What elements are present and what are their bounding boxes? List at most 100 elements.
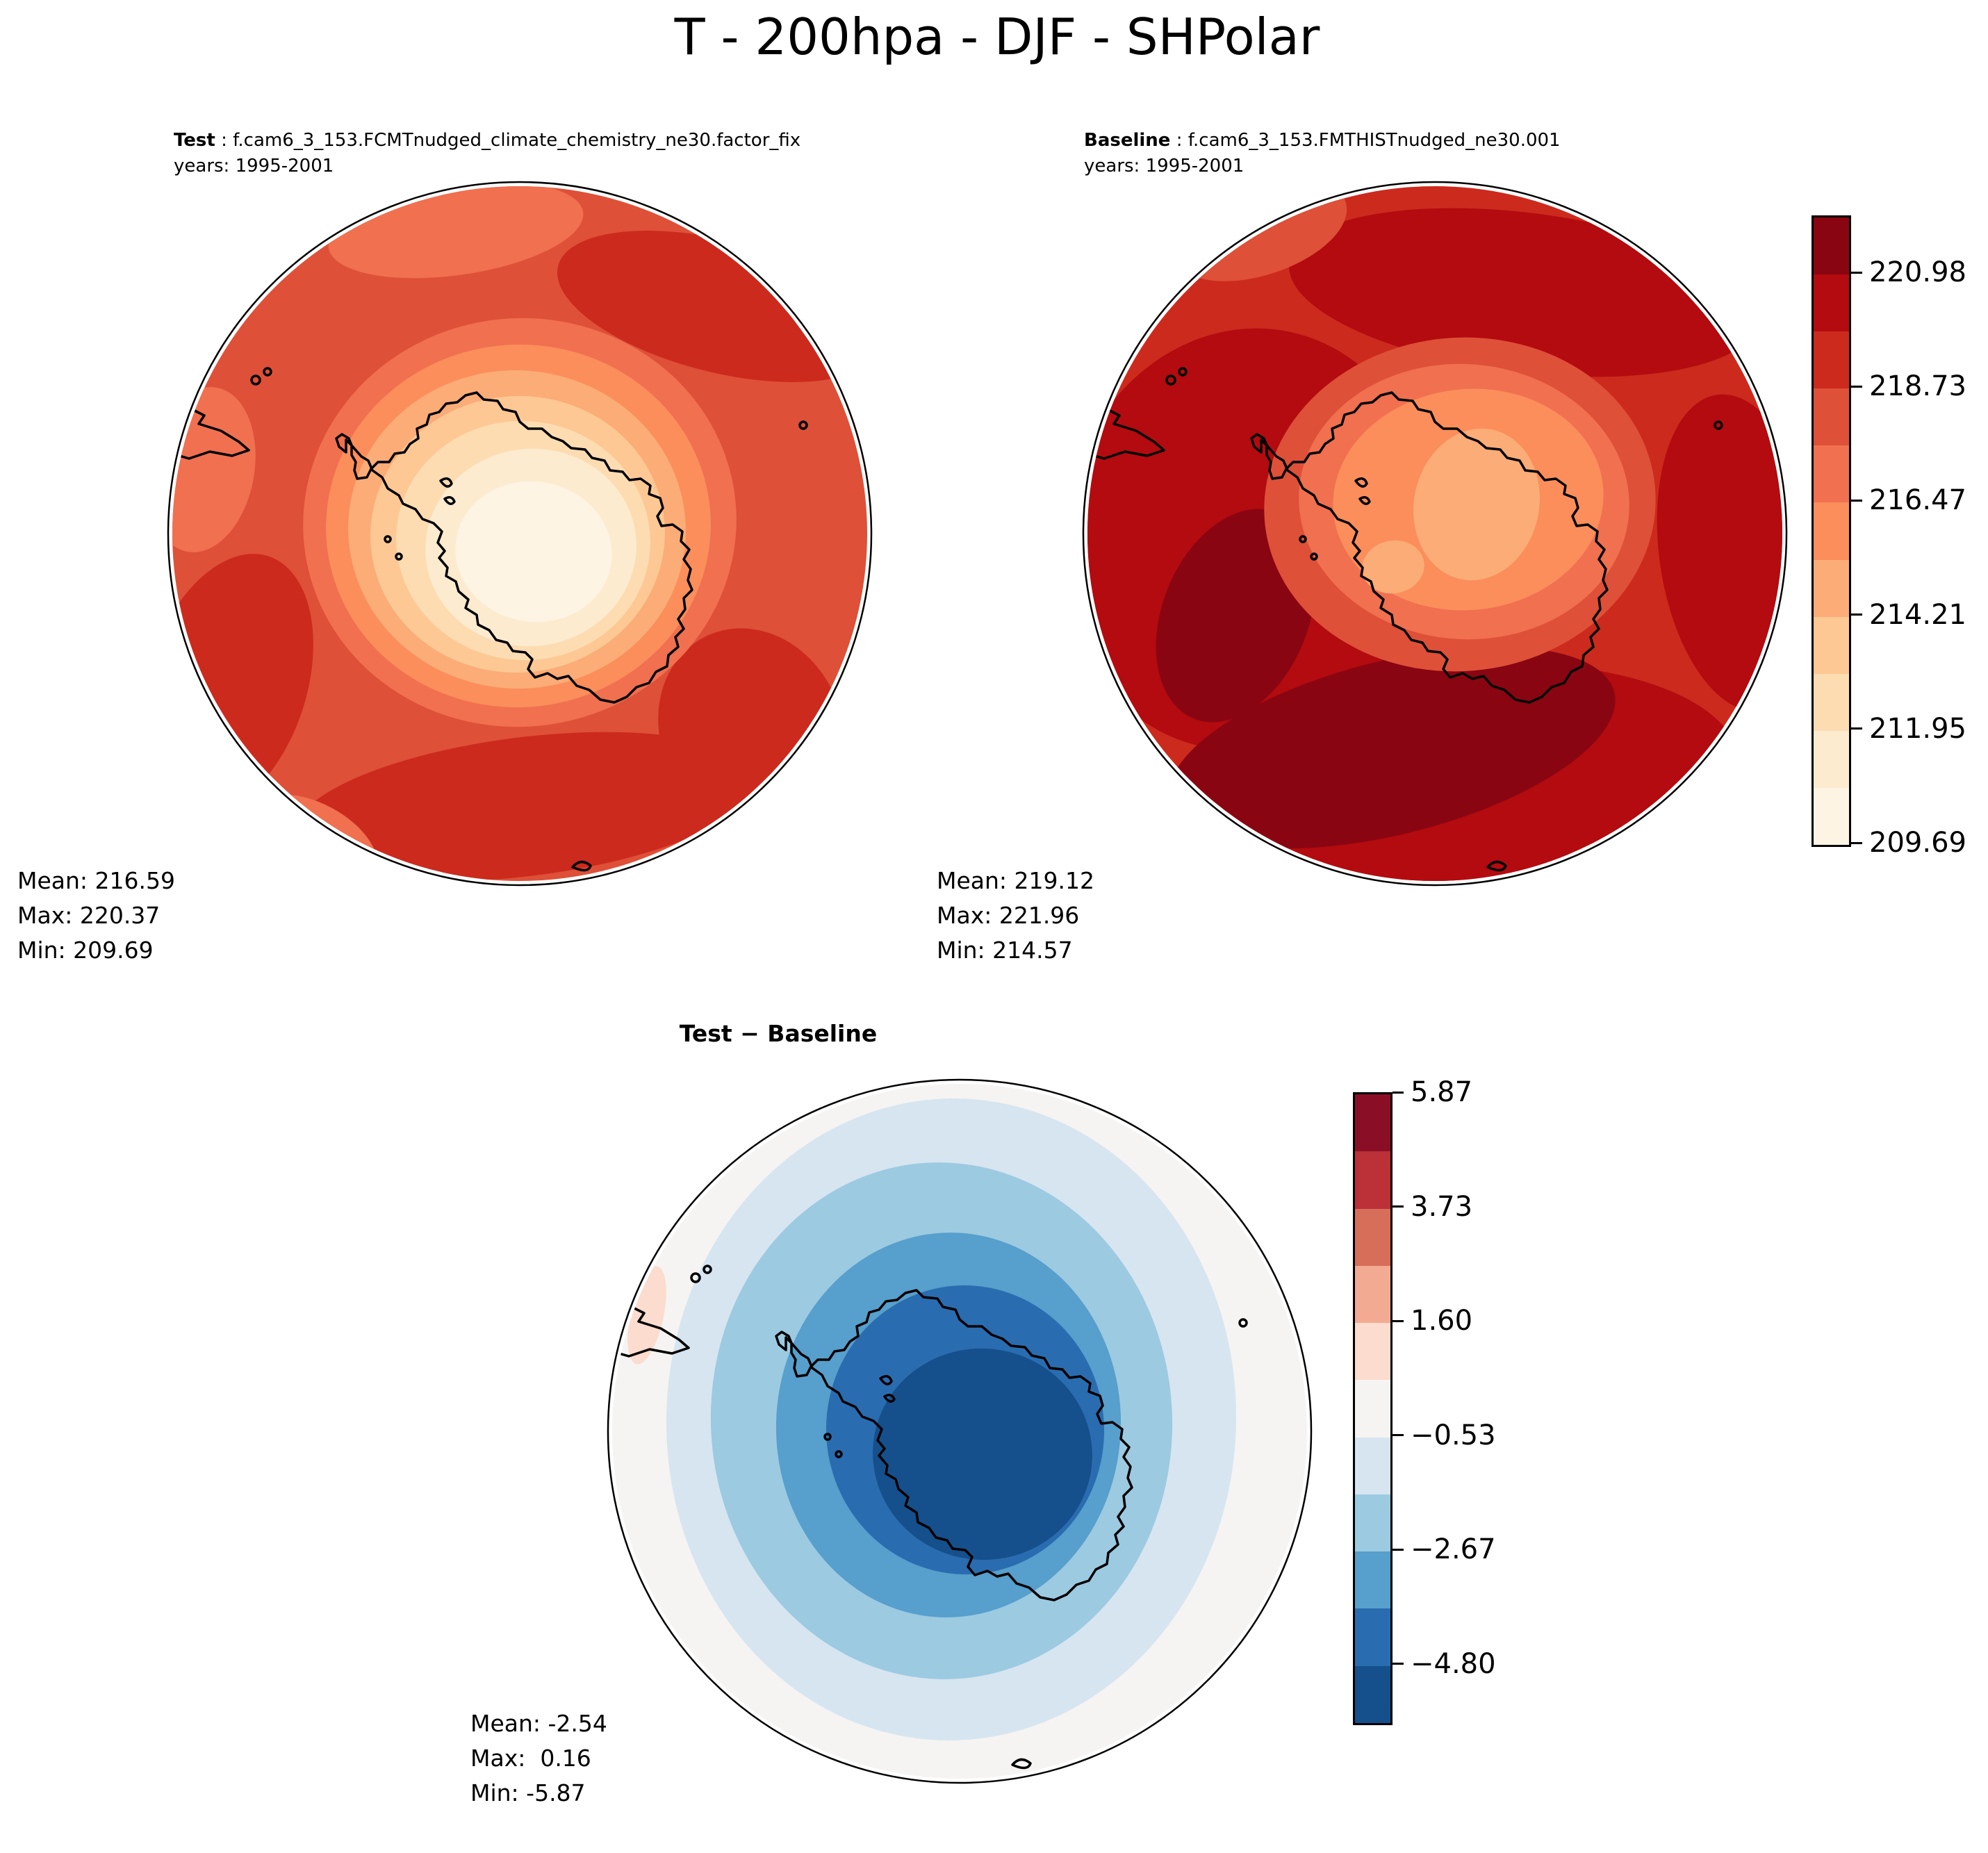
colorbar-band (1355, 1665, 1390, 1723)
absolute-colorbar-ticks: 220.98 218.73 216.47 214.21 211.95 209.69 (1851, 215, 1988, 859)
tick-mark (1851, 613, 1862, 616)
colorbar-band (1355, 1551, 1390, 1609)
tick-mark (1851, 271, 1862, 274)
tick-label: 216.47 (1869, 484, 1966, 517)
colorbar-band (1814, 217, 1849, 275)
baseline-run-line: Baseline : f.cam6_3_153.FMTHISTnudged_ne… (1084, 128, 1561, 154)
test-panel-header: Test : f.cam6_3_153.FCMTnudged_climate_c… (174, 128, 800, 179)
baseline-max: Max: 221.96 (937, 902, 1080, 929)
test-years: years: 1995-2001 (174, 156, 334, 176)
contour-band (1168, 646, 1616, 849)
diff-contour-bands (612, 1098, 1248, 1770)
tick-label: −4.80 (1411, 1647, 1496, 1680)
tick-label: 209.69 (1869, 827, 1966, 859)
colorbar-band (1355, 1494, 1390, 1552)
test-label: Test (174, 130, 215, 151)
test-run-name: : f.cam6_3_153.FCMTnudged_climate_chemis… (215, 130, 801, 151)
diff-stats: Mean: -2.54 Max: 0.16 Min: -5.87 (470, 1706, 607, 1811)
colorbar-tick: 218.73 (1851, 370, 1966, 402)
diff-colorbar-swatches (1353, 1092, 1393, 1725)
contour-band (294, 732, 757, 881)
diff-min: Min: -5.87 (470, 1779, 586, 1806)
map-boundary-circle (1082, 181, 1788, 887)
baseline-panel-header: Baseline : f.cam6_3_153.FMTHISTnudged_ne… (1084, 128, 1561, 179)
test-contour-bands (172, 186, 867, 881)
colorbar-band (1355, 1151, 1390, 1209)
colorbar-band (1814, 559, 1849, 617)
colorbar-band (1814, 787, 1849, 846)
tick-label: 214.21 (1869, 598, 1966, 631)
test-min: Min: 209.69 (17, 937, 154, 964)
tick-label: 218.73 (1869, 370, 1966, 403)
baseline-years: years: 1995-2001 (1084, 156, 1244, 176)
colorbar-tick: −4.80 (1393, 1648, 1496, 1680)
figure-title: T - 200hpa - DJF - SHPolar (674, 8, 1320, 66)
colorbar-tick: 214.21 (1851, 599, 1966, 631)
colorbar-tick: 220.98 (1851, 256, 1966, 288)
colorbar-band (1355, 1323, 1390, 1381)
diff-map (607, 1078, 1313, 1784)
tick-label: −0.53 (1411, 1419, 1496, 1451)
diff-max: Max: 0.16 (470, 1745, 591, 1772)
colorbar-band (1355, 1608, 1390, 1666)
colorbar-band (1814, 730, 1849, 788)
colorbar-tick: 209.69 (1851, 827, 1966, 859)
diff-colorbar: 5.87 3.73 1.60 −0.53 −2.67 −4.80 (1353, 1076, 1534, 1725)
colorbar-band (1814, 502, 1849, 560)
colorbar-band (1814, 616, 1849, 674)
absolute-colorbar-swatches (1812, 215, 1851, 847)
tick-label: 5.87 (1411, 1076, 1473, 1108)
test-stats: Mean: 216.59 Max: 220.37 Min: 209.69 (17, 864, 175, 968)
tick-mark (1851, 499, 1862, 502)
map-boundary-circle (607, 1078, 1313, 1784)
diff-colorbar-ticks: 5.87 3.73 1.60 −0.53 −2.67 −4.80 (1393, 1076, 1545, 1721)
colorbar-band (1355, 1094, 1390, 1152)
tick-mark (1393, 1548, 1404, 1551)
colorbar-tick: −0.53 (1393, 1419, 1496, 1451)
baseline-mean: Mean: 219.12 (937, 867, 1094, 894)
map-boundary-circle (167, 181, 873, 887)
diff-panel-title: Test − Baseline (679, 1020, 878, 1047)
tick-mark (1393, 1205, 1404, 1208)
tick-label: 1.60 (1411, 1305, 1473, 1337)
colorbar-band (1355, 1208, 1390, 1266)
colorbar-tick: 5.87 (1393, 1076, 1472, 1108)
colorbar-tick: 216.47 (1851, 484, 1966, 516)
test-map (167, 181, 873, 887)
contour-band (1413, 428, 1540, 581)
tick-mark (1393, 1319, 1404, 1322)
tick-mark (1393, 1434, 1404, 1437)
baseline-map (1082, 181, 1788, 887)
tick-mark (1851, 841, 1862, 844)
baseline-min: Min: 214.57 (937, 937, 1073, 964)
tick-label: 220.98 (1869, 256, 1966, 289)
tick-mark (1851, 385, 1862, 388)
contour-band (455, 481, 612, 623)
colorbar-band (1814, 673, 1849, 731)
tick-label: 211.95 (1869, 712, 1966, 745)
baseline-run-name: : f.cam6_3_153.FMTHISTnudged_ne30.001 (1170, 130, 1561, 151)
colorbar-band (1814, 274, 1849, 332)
colorbar-band (1814, 445, 1849, 503)
tick-mark (1393, 1663, 1404, 1665)
contour-band (873, 1348, 1092, 1560)
colorbar-band (1814, 331, 1849, 389)
colorbar-band (1355, 1380, 1390, 1438)
contour-band (1362, 540, 1424, 594)
colorbar-band (1355, 1437, 1390, 1494)
colorbar-tick: 211.95 (1851, 713, 1966, 745)
absolute-colorbar: 220.98 218.73 216.47 214.21 211.95 209.69 (1812, 215, 1988, 859)
colorbar-tick: −2.67 (1393, 1533, 1496, 1565)
diff-mean: Mean: -2.54 (470, 1710, 607, 1737)
tick-label: 3.73 (1411, 1190, 1473, 1223)
test-mean: Mean: 216.59 (17, 867, 175, 894)
colorbar-tick: 3.73 (1393, 1191, 1472, 1223)
colorbar-band (1355, 1265, 1390, 1324)
tick-mark (1393, 1091, 1404, 1094)
test-run-line: Test : f.cam6_3_153.FCMTnudged_climate_c… (174, 128, 800, 154)
colorbar-band (1814, 388, 1849, 446)
baseline-stats: Mean: 219.12 Max: 221.96 Min: 214.57 (937, 864, 1094, 968)
test-max: Max: 220.37 (17, 902, 161, 929)
colorbar-tick: 1.60 (1393, 1305, 1472, 1337)
baseline-label: Baseline (1084, 130, 1171, 151)
